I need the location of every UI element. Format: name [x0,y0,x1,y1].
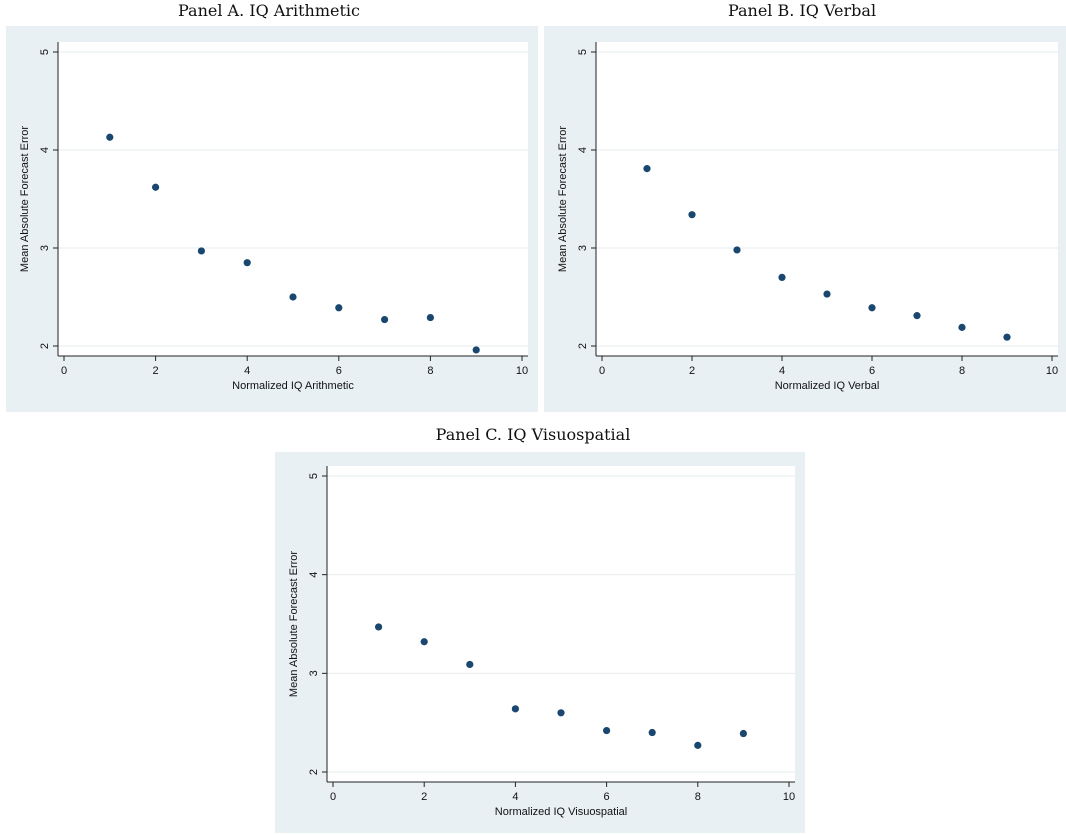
panel-c-y-axis-title: Mean Absolute Forecast Error [288,551,300,697]
panel-b-x-tick-label: 6 [869,365,875,377]
panel-a-x-tick-label: 2 [153,365,159,377]
panel-c-data-point [466,660,474,669]
panel-a-x-tick-label: 10 [516,365,528,377]
panel-c-title: Panel C. IQ Visuospatial [435,425,631,444]
panel-c-data-point [739,729,747,738]
panel-b-y-axis-title: Mean Absolute Forecast Error [557,126,569,272]
panel-c-data-point [603,726,611,735]
panel-a-plot-area [58,42,528,356]
panel-b-y-tick-label: 2 [577,343,589,349]
panel-a-x-tick-label: 8 [427,365,433,377]
panel-c-y-tick-label: 5 [308,473,320,479]
panel-c-data-point [694,741,702,749]
panel-c-data-point [557,709,565,717]
panel-c-data-point [375,623,383,631]
panel-a-y-tick-label: 5 [39,49,51,55]
panel-b-x-tick-label: 0 [599,365,605,377]
panel-b-x-tick-label: 2 [689,365,695,377]
panel-b-x-tick-label: 10 [1046,365,1058,377]
panel-c-data-point [648,728,656,737]
panel-a-x-axis-title: Normalized IQ Arithmetic [232,380,354,392]
panel-a-data-point [106,133,114,141]
panel-b-plot-area [596,42,1058,356]
panel-b-x-axis-title: Normalized IQ Verbal [775,380,880,392]
panel-a-title: Panel A. IQ Arithmetic [177,1,360,20]
panel-a-data-point [426,313,434,322]
panel-b-data-point [733,246,741,254]
panel-c-x-tick-label: 10 [783,791,795,803]
panel-a-data-point [472,346,480,354]
panel-c-x-tick-label: 4 [512,791,518,803]
panel-b-data-point [1003,333,1011,341]
panel-c-x-tick-label: 6 [604,791,610,803]
panel-b-y-tick-label: 5 [577,49,589,55]
panel-b-data-point [868,304,876,312]
panel-a-y-tick-label: 3 [39,245,51,251]
panel-c-y-tick-label: 3 [308,670,320,676]
panel-b-data-point [643,165,651,173]
panel-b-y-tick-label: 4 [577,147,589,153]
panel-a-data-point [243,259,251,267]
panel-a-y-tick-label: 2 [39,343,51,349]
panel-c-x-tick-label: 2 [421,791,427,803]
panel-c-x-axis-title: Normalized IQ Visuospatial [495,806,627,818]
panel-c-chart: 2 3 4 5 0 2 4 6 8 10 Normalized IQ Visuospatial Mea… [275,452,805,833]
panel-a-x-tick-label: 4 [244,365,250,377]
panel-b-x-tick-label: 4 [779,365,785,377]
panel-b-x-tick-label: 8 [959,365,965,377]
panel-c-x-tick-label: 0 [330,791,336,803]
panel-a-chart: 2 3 4 5 0 2 4 6 8 10 Normalized IQ Arithmetic Mean … [6,26,538,412]
panel-c-y-tick-label: 2 [308,769,320,775]
panel-b-chart: 2 3 4 5 0 2 4 6 8 10 Normalized IQ Verbal Mean Abso… [544,26,1066,412]
panel-c-x-tick-label: 8 [695,791,701,803]
panel-c-data-point [511,705,519,713]
panel-b-y-tick-label: 3 [577,245,589,251]
panel-a-data-point [197,247,205,255]
panel-b-data-point [778,273,786,281]
panel-a-data-point [152,183,160,191]
panel-a-x-tick-label: 6 [336,365,342,377]
panel-a-x-tick-label: 0 [61,365,67,377]
panel-b-data-point [913,312,921,320]
panel-c-data-point [420,638,428,646]
panel-b-data-point [958,323,966,331]
panel-b-data-point [823,290,831,298]
panel-a-data-point [381,315,389,324]
panel-a-y-tick-label: 4 [39,147,51,153]
panel-a-data-point [289,293,297,301]
panel-b-data-point [688,211,696,219]
panel-a-y-axis-title: Mean Absolute Forecast Error [19,126,31,272]
panel-c-y-tick-label: 4 [308,572,320,578]
panel-b-title: Panel B. IQ Verbal [727,1,877,20]
panel-a-data-point [335,304,343,312]
panel-c-plot-area [327,466,795,782]
